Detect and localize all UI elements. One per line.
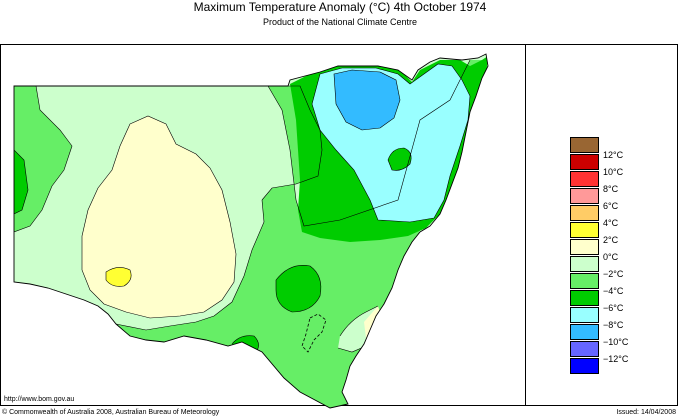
contour-lines bbox=[14, 59, 471, 353]
source-url: http://www.bom.gov.au bbox=[4, 396, 75, 403]
legend-label: 8°C bbox=[603, 184, 619, 194]
page-subtitle: Product of the National Climate Centre bbox=[262, 17, 418, 27]
legend-label: 10°C bbox=[603, 167, 624, 177]
page-title: Maximum Temperature Anomaly (°C) 4th Oct… bbox=[193, 0, 487, 14]
anomaly-zone-central-minus6-minus4 bbox=[276, 265, 321, 312]
anomaly-zone-plus2-plus4 bbox=[106, 267, 132, 287]
issued-date: Issued: 14/04/2008 bbox=[616, 409, 676, 416]
legend-swatch bbox=[570, 171, 599, 187]
legend-divider bbox=[525, 44, 526, 406]
legend-label: 4°C bbox=[603, 218, 619, 228]
legend-label: −10°C bbox=[603, 337, 629, 347]
legend-label: −2°C bbox=[603, 269, 624, 279]
anomaly-zone-island-minus6-minus4 bbox=[388, 148, 412, 171]
copyright-text: © Commonwealth of Australia 2008, Austra… bbox=[2, 409, 220, 416]
legend-swatch bbox=[570, 256, 599, 272]
legend-label: −8°C bbox=[603, 320, 624, 330]
anomaly-zone-east-minus4-minus2 bbox=[116, 60, 488, 408]
act-boundary bbox=[301, 313, 327, 353]
legend-swatch bbox=[570, 154, 599, 170]
anomaly-zone-minus10-minus8 bbox=[334, 70, 400, 130]
legend-swatch bbox=[570, 290, 599, 306]
anomaly-zone-west-minus4-minus2 bbox=[14, 86, 72, 232]
legend-label: 6°C bbox=[603, 201, 619, 211]
legend-label: 0°C bbox=[603, 252, 619, 262]
legend-swatch bbox=[570, 358, 599, 374]
legend-swatch bbox=[570, 188, 599, 204]
legend-swatch bbox=[570, 205, 599, 221]
legend-swatch bbox=[570, 273, 599, 289]
legend-swatch bbox=[570, 307, 599, 323]
legend-label: 2°C bbox=[603, 235, 619, 245]
nsw-outline bbox=[13, 53, 489, 409]
legend-swatch bbox=[570, 222, 599, 238]
legend-swatch bbox=[570, 137, 599, 153]
legend-swatch bbox=[570, 324, 599, 340]
legend-swatch bbox=[570, 239, 599, 255]
legend-label: −12°C bbox=[603, 354, 629, 364]
legend-label: 12°C bbox=[603, 150, 624, 160]
legend-swatch bbox=[570, 341, 599, 357]
legend-label: −6°C bbox=[603, 303, 624, 313]
legend-label: −4°C bbox=[603, 286, 624, 296]
